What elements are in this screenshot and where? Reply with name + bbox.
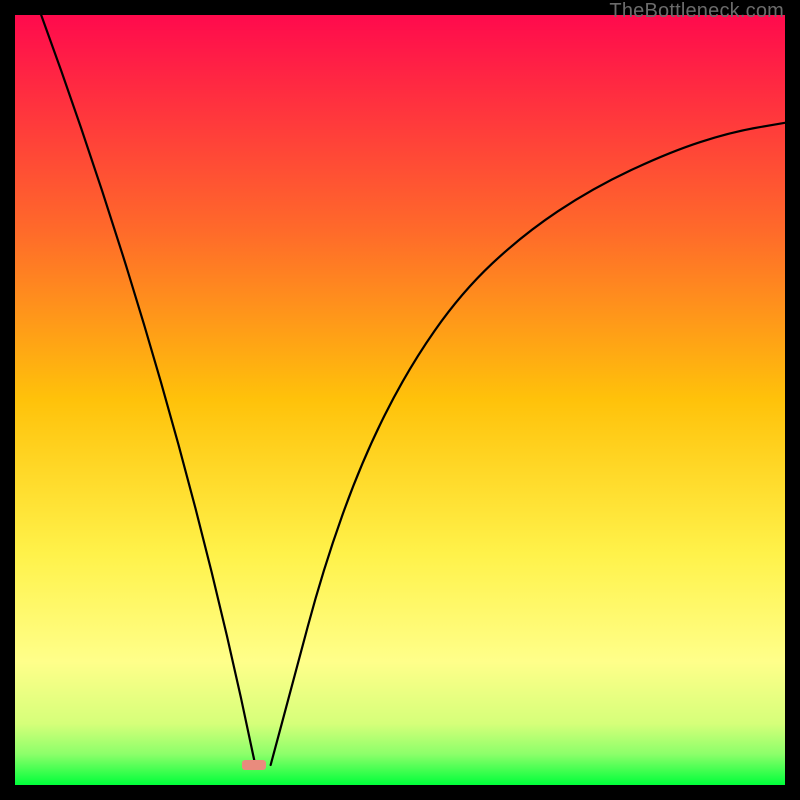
bottleneck-curve [15,15,785,785]
curve-path [41,15,785,765]
watermark-text: TheBottleneck.com [609,0,784,23]
minimum-marker [242,760,266,770]
